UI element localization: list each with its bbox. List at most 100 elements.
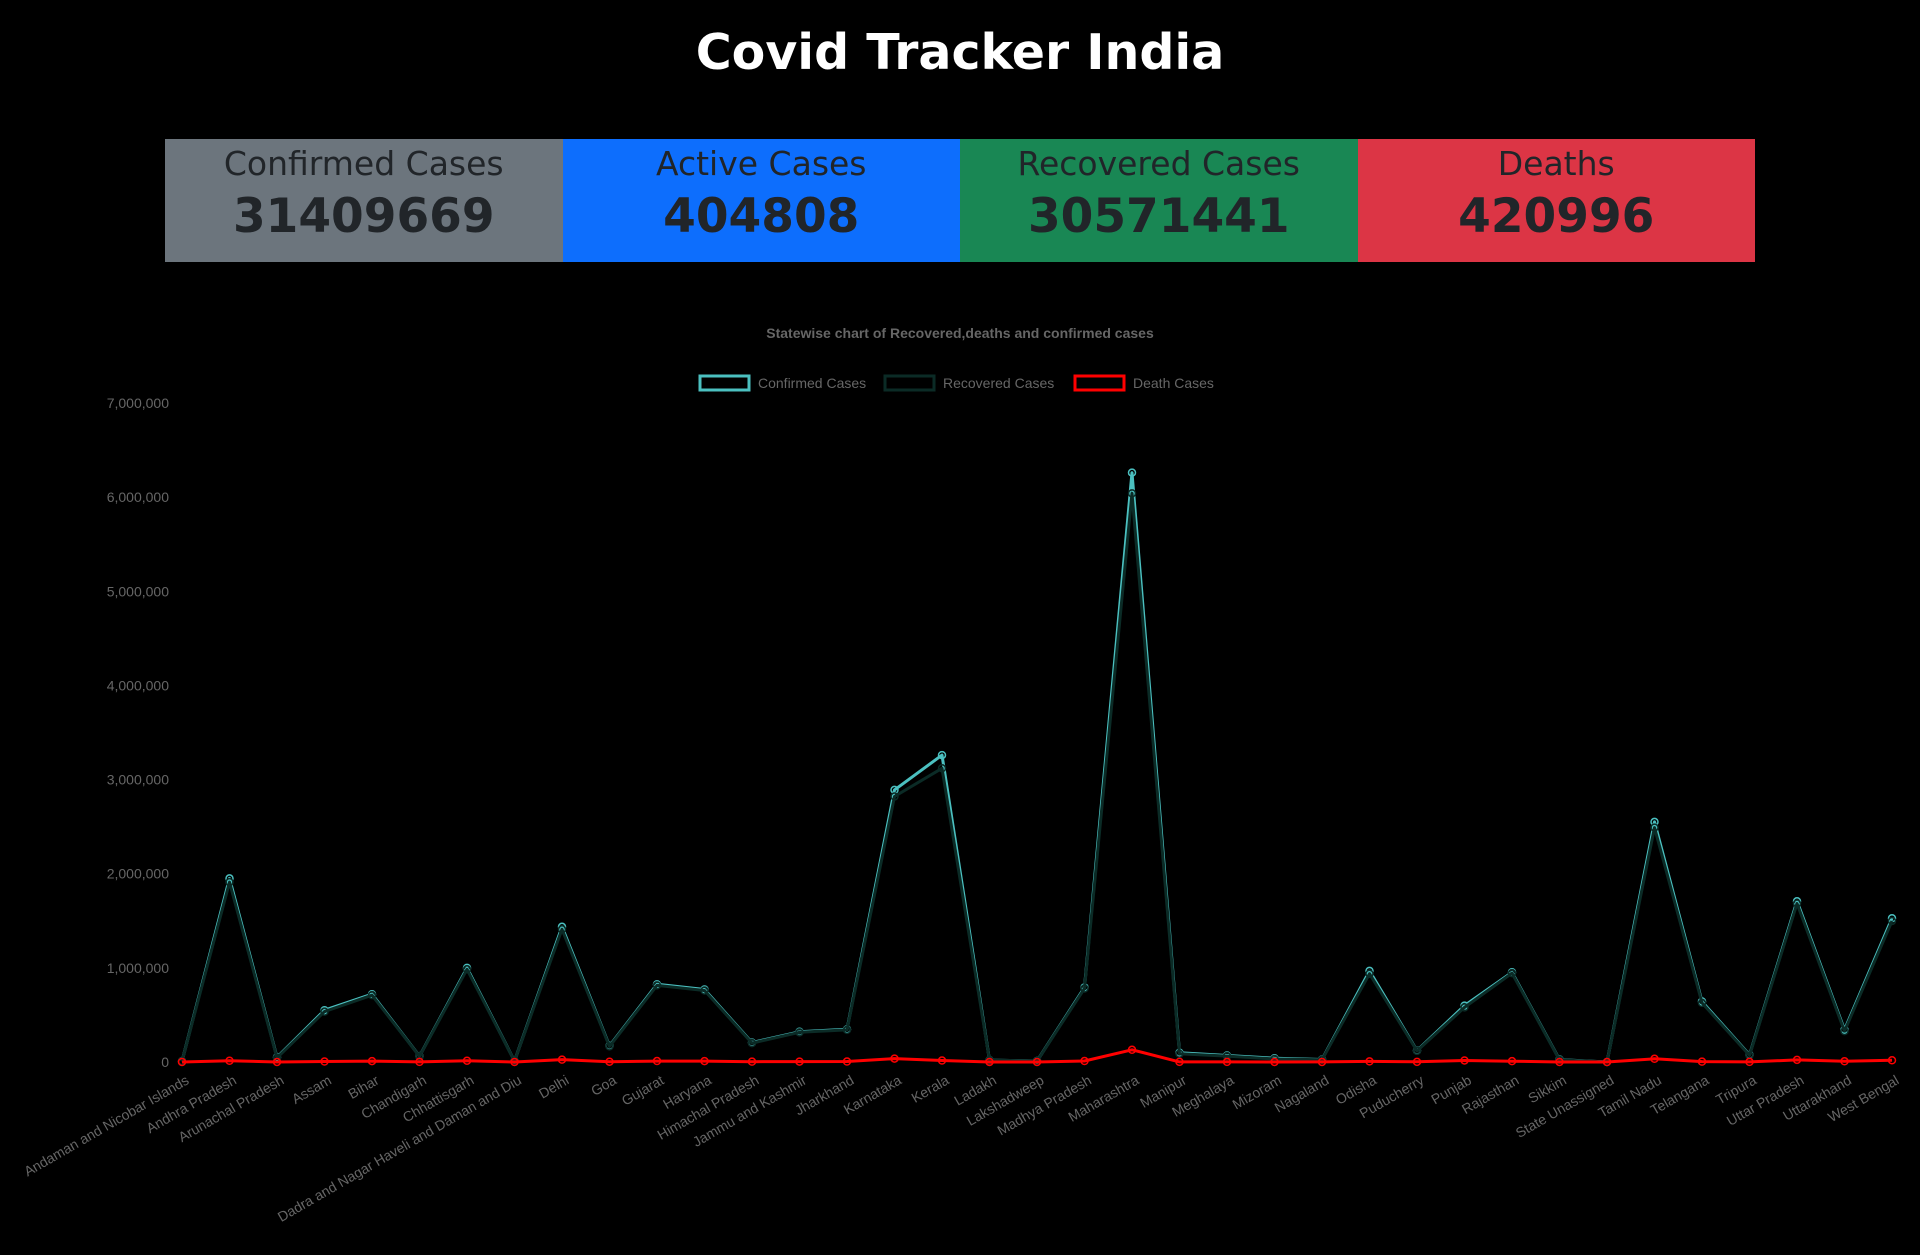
data-point[interactable] [1697, 998, 1707, 1008]
data-point[interactable] [225, 877, 234, 887]
data-point[interactable] [1507, 968, 1517, 978]
data-point[interactable] [1745, 1057, 1754, 1067]
data-point[interactable] [1650, 817, 1659, 827]
legend-label: Recovered Cases [943, 375, 1054, 391]
confirmed-value: 31409669 [232, 189, 495, 244]
data-point[interactable] [177, 1057, 187, 1067]
legend-item[interactable]: Recovered Cases [883, 374, 1054, 392]
data-point[interactable] [1460, 1056, 1469, 1065]
x-tick-label: Nagaland [1272, 1072, 1332, 1116]
data-point[interactable] [320, 1007, 329, 1016]
data-point[interactable] [1317, 1057, 1327, 1067]
data-point[interactable] [1792, 1055, 1802, 1065]
data-point[interactable] [1365, 969, 1374, 978]
data-point[interactable] [1080, 984, 1089, 993]
x-tick-label: Assam [289, 1072, 334, 1107]
statewise-line-chart: Statewise chart of Recovered,deaths and … [21, 325, 1901, 1225]
y-tick-label: 6,000,000 [107, 489, 169, 505]
data-point[interactable] [795, 1028, 804, 1037]
data-point[interactable] [605, 1057, 614, 1066]
recovered-value: 30571441 [1027, 189, 1290, 244]
data-point[interactable] [1697, 1057, 1707, 1066]
data-point[interactable] [795, 1057, 804, 1066]
data-point[interactable] [700, 986, 709, 995]
data-point[interactable] [1127, 1045, 1137, 1055]
data-point[interactable] [1887, 1056, 1897, 1065]
data-point[interactable] [605, 1042, 614, 1051]
data-point[interactable] [1602, 1057, 1612, 1067]
data-point[interactable] [1175, 1049, 1184, 1058]
data-point[interactable] [1175, 1057, 1184, 1067]
x-tick-label: Delhi [536, 1072, 572, 1102]
legend-item[interactable]: Confirmed Cases [698, 374, 866, 392]
series-line [180, 491, 1894, 1064]
data-point[interactable] [225, 1056, 234, 1065]
data-point[interactable] [1650, 823, 1659, 832]
data-point[interactable] [747, 1038, 757, 1048]
data-point[interactable] [1080, 1056, 1089, 1066]
data-point[interactable] [1270, 1057, 1279, 1067]
chart-title: Statewise chart of Recovered,deaths and … [766, 325, 1154, 341]
data-point[interactable] [462, 965, 472, 974]
data-point[interactable] [700, 1056, 709, 1066]
data-point[interactable] [937, 764, 947, 773]
data-point[interactable] [367, 1056, 377, 1066]
data-point[interactable] [1412, 1057, 1422, 1067]
y-axis: 0 1,000,000 2,000,000 3,000,000 4,000,000 5,0… [107, 395, 170, 1070]
active-value: 404808 [663, 189, 860, 244]
data-point[interactable] [1650, 1054, 1659, 1064]
data-point[interactable] [320, 1057, 329, 1066]
data-point[interactable] [652, 981, 662, 990]
data-point[interactable] [272, 1057, 282, 1067]
data-point[interactable] [1460, 1003, 1469, 1012]
legend-label: Confirmed Cases [758, 375, 866, 391]
y-tick-label: 1,000,000 [107, 960, 169, 976]
data-point[interactable] [890, 792, 899, 801]
legend-swatch [883, 374, 936, 392]
data-point[interactable] [842, 1057, 852, 1066]
y-tick-label: 0 [161, 1054, 169, 1070]
confirmed-label: Confirmed Cases [223, 144, 504, 183]
data-point[interactable] [1127, 468, 1137, 477]
y-tick-label: 4,000,000 [107, 677, 169, 693]
active-card: Active Cases 404808 [562, 139, 960, 262]
data-point[interactable] [1507, 1056, 1517, 1066]
x-tick-label: Gujarat [619, 1072, 667, 1109]
data-point[interactable] [1555, 1057, 1564, 1067]
chart-series [177, 468, 1897, 1067]
data-point[interactable] [652, 1056, 662, 1066]
data-point[interactable] [842, 1025, 852, 1035]
data-point[interactable] [1127, 489, 1137, 498]
data-point[interactable] [1222, 1051, 1232, 1061]
data-point[interactable] [1032, 1057, 1042, 1067]
data-point[interactable] [462, 1056, 472, 1065]
data-point[interactable] [557, 925, 567, 934]
data-point[interactable] [557, 1055, 567, 1064]
data-point[interactable] [1840, 1057, 1849, 1066]
data-point[interactable] [1840, 1026, 1849, 1036]
data-point[interactable] [937, 750, 947, 760]
data-point[interactable] [890, 1054, 899, 1063]
data-point[interactable] [1887, 916, 1897, 926]
data-point[interactable] [415, 1057, 424, 1067]
data-point[interactable] [1365, 1057, 1374, 1066]
data-point[interactable] [985, 1057, 994, 1067]
data-point[interactable] [367, 990, 377, 1000]
data-point[interactable] [937, 1056, 947, 1065]
legend-swatch [1073, 374, 1126, 392]
data-point[interactable] [1222, 1057, 1232, 1067]
data-point[interactable] [510, 1057, 519, 1067]
recovered-card: Recovered Cases 30571441 [960, 139, 1358, 262]
data-point[interactable] [747, 1057, 757, 1066]
legend-label: Death Cases [1133, 375, 1214, 391]
active-label: Active Cases [655, 144, 867, 183]
legend-item[interactable]: Death Cases [1073, 374, 1214, 392]
data-point[interactable] [1412, 1046, 1422, 1056]
y-tick-label: 7,000,000 [107, 395, 169, 411]
data-point[interactable] [415, 1052, 424, 1061]
data-point[interactable] [1792, 899, 1802, 908]
series-line [181, 1048, 1893, 1064]
deaths-value: 420996 [1458, 189, 1655, 244]
y-tick-label: 2,000,000 [107, 866, 169, 882]
